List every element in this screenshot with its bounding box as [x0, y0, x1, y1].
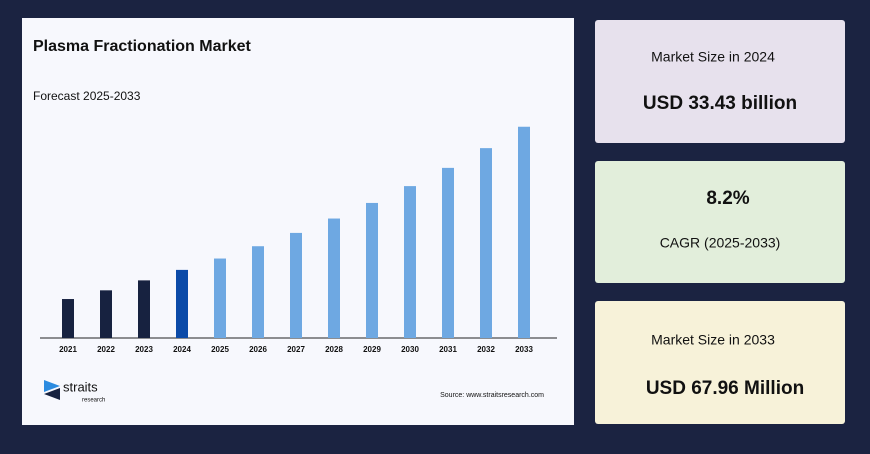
- card: [595, 20, 845, 143]
- x-tick-label: 2032: [477, 345, 495, 354]
- logo-tagline: research: [82, 398, 105, 404]
- chart-subtitle: Forecast 2025-2033: [33, 89, 141, 103]
- bar: [442, 167, 454, 338]
- card: [595, 301, 845, 424]
- card-label: Market Size in 2024: [651, 49, 775, 65]
- x-tick-label: 2022: [97, 345, 115, 354]
- x-tick-label: 2027: [287, 345, 305, 354]
- x-tick-label: 2030: [401, 345, 419, 354]
- x-tick-label: 2023: [135, 345, 153, 354]
- bar: [290, 232, 302, 338]
- bar: [62, 299, 74, 338]
- logo-icon: [44, 380, 60, 392]
- bar: [176, 269, 188, 338]
- x-tick-label: 2031: [439, 345, 457, 354]
- card-label: Market Size in 2033: [651, 332, 775, 348]
- source: Source: www.straitsresearch.com: [440, 392, 544, 399]
- x-tick-label: 2021: [59, 345, 77, 354]
- bar: [328, 218, 340, 338]
- bar: [404, 186, 416, 338]
- bar: [480, 148, 492, 338]
- chart-title: Plasma Fractionation Market: [33, 38, 252, 55]
- card: [595, 161, 845, 283]
- bar: [518, 126, 530, 338]
- logo: straits research: [44, 379, 105, 404]
- x-tick-label: 2028: [325, 345, 343, 354]
- x-tick-label: 2025: [211, 345, 229, 354]
- bar: [366, 202, 378, 338]
- card-value: 8.2%: [706, 188, 749, 209]
- bar: [100, 290, 112, 338]
- card-value: USD 67.96 Million: [646, 378, 804, 399]
- x-tick-label: 2024: [173, 345, 191, 354]
- bar: [252, 246, 264, 338]
- logo-name: straits: [63, 379, 98, 394]
- bar: [138, 280, 150, 338]
- x-tick-label: 2029: [363, 345, 381, 354]
- logo-icon: [44, 388, 60, 400]
- x-tick-label: 2026: [249, 345, 267, 354]
- x-tick-label: 2033: [515, 345, 533, 354]
- bar: [214, 258, 226, 338]
- card-label: CAGR (2025-2033): [660, 235, 781, 251]
- card-value: USD 33.43 billion: [643, 93, 797, 114]
